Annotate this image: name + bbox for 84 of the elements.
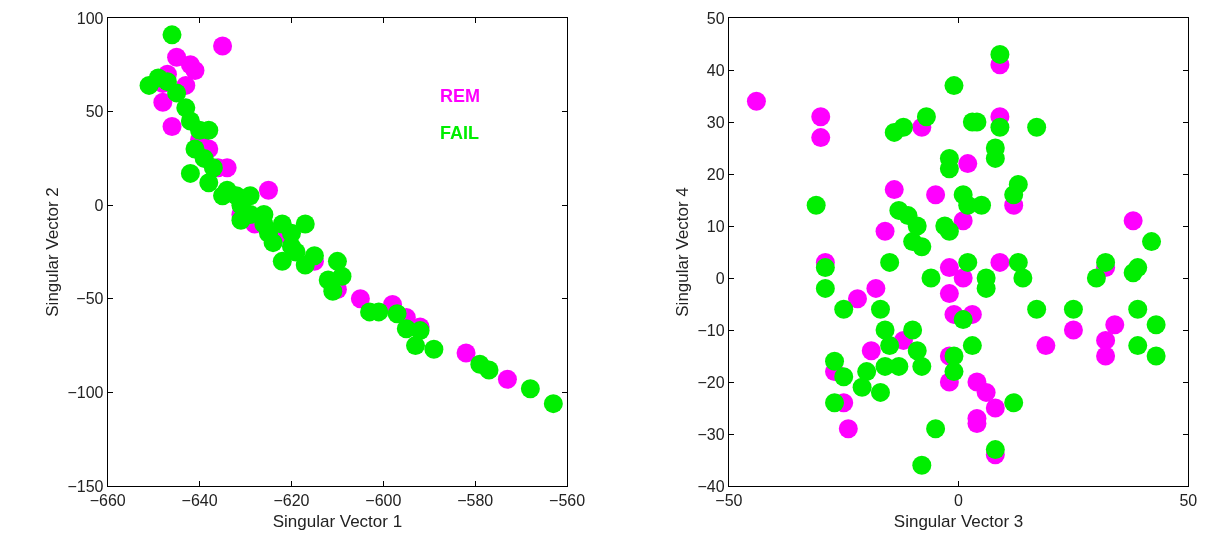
text: FAIL (440, 123, 479, 143)
point (167, 47, 187, 67)
x-tick-label: −580 (457, 492, 494, 510)
point (811, 128, 831, 148)
y-tick-label: 100 (76, 9, 104, 27)
point (976, 382, 996, 402)
x-tick-label: −640 (181, 492, 218, 510)
y-tick-label: −40 (697, 477, 725, 495)
point (185, 60, 205, 80)
point (203, 158, 223, 178)
point (746, 91, 766, 111)
point (153, 92, 173, 112)
point (263, 233, 283, 253)
point (213, 186, 233, 206)
point (259, 180, 278, 200)
point (1096, 330, 1116, 350)
text: REM (440, 86, 480, 106)
x-tick-label: 50 (1179, 492, 1198, 510)
y-tick-label: −100 (67, 384, 104, 401)
point (162, 117, 182, 137)
point (1063, 320, 1083, 340)
point (884, 180, 904, 200)
point (272, 251, 292, 271)
point (497, 369, 517, 389)
point (167, 83, 187, 103)
y-tick-label: 50 (706, 9, 725, 27)
point (811, 107, 831, 127)
point (848, 289, 867, 309)
point (180, 163, 200, 183)
x-tick-label: −620 (273, 492, 310, 510)
point (866, 278, 886, 298)
point (286, 242, 306, 262)
y-axis-title: Singular Vector 4 (673, 187, 693, 317)
point (327, 251, 347, 271)
point (875, 221, 895, 241)
y-tick-label: 0 (94, 196, 104, 214)
point (1123, 211, 1143, 231)
y-tick-label: 30 (706, 113, 725, 131)
point (479, 360, 499, 380)
point (926, 185, 946, 205)
point (520, 379, 540, 399)
y-tick-label: −30 (697, 425, 725, 443)
point (213, 36, 233, 56)
point (939, 258, 959, 278)
x-axis-title: Singular Vector 1 (272, 511, 403, 531)
point (424, 339, 444, 359)
x-tick-label: −600 (365, 492, 402, 510)
point (162, 25, 182, 45)
point (990, 252, 1010, 272)
point (304, 246, 324, 266)
point (387, 304, 407, 324)
y-tick-label: −150 (67, 477, 104, 495)
y-tick-label: 0 (715, 269, 725, 287)
point (939, 284, 959, 304)
x-tick-label: 0 (954, 492, 964, 510)
point (1096, 346, 1116, 366)
point (231, 210, 251, 230)
point (958, 154, 978, 174)
point (985, 398, 1005, 418)
x-axis-title: Singular Vector 3 (893, 511, 1024, 531)
point (281, 223, 301, 243)
point (456, 343, 476, 363)
point (199, 173, 219, 193)
point (838, 419, 858, 439)
point (350, 289, 370, 309)
point (332, 266, 352, 286)
y-tick-label: 10 (706, 217, 725, 235)
point (953, 211, 973, 231)
y-tick-label: −20 (697, 373, 725, 391)
y-tick-label: 50 (85, 103, 104, 121)
point (543, 394, 563, 414)
x-tick-label: −660 (89, 492, 126, 510)
point (406, 336, 426, 356)
y-tick-label: 40 (706, 61, 725, 79)
x-tick-label: −560 (549, 492, 586, 510)
y-tick-label: −10 (697, 321, 725, 339)
point (1036, 336, 1056, 356)
point (861, 341, 881, 361)
point (295, 214, 315, 234)
y-tick-label: 20 (706, 165, 725, 183)
point (1105, 315, 1125, 335)
point (953, 268, 973, 288)
y-tick-label: −50 (76, 290, 104, 308)
y-axis-title: Singular Vector 2 (43, 187, 62, 317)
